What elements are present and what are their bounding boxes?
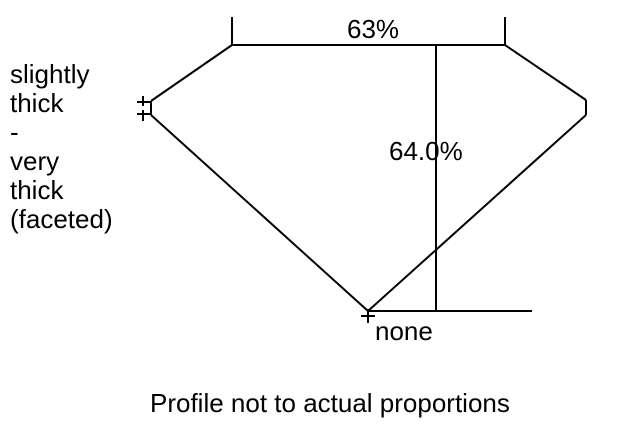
- girdle-label: slightly thick - very thick (faceted): [10, 60, 113, 234]
- girdle-label-line: thick: [10, 175, 64, 205]
- culet-label: none: [375, 316, 433, 346]
- table-percent-label: 63%: [346, 14, 401, 44]
- crown-left: [150, 44, 233, 102]
- girdle-label-line: very: [10, 146, 60, 176]
- girdle-label-line: (faceted): [10, 204, 113, 234]
- caption: Profile not to actual proportions: [150, 388, 510, 418]
- girdle-label-line: thick: [10, 88, 64, 118]
- pavilion-left: [150, 114, 369, 312]
- girdle-label-line: slightly: [10, 59, 90, 89]
- crown-right: [504, 44, 587, 101]
- girdle-label-line: -: [10, 117, 19, 147]
- depth-percent-label: 64.0%: [389, 136, 463, 166]
- pavilion-right: [367, 114, 587, 312]
